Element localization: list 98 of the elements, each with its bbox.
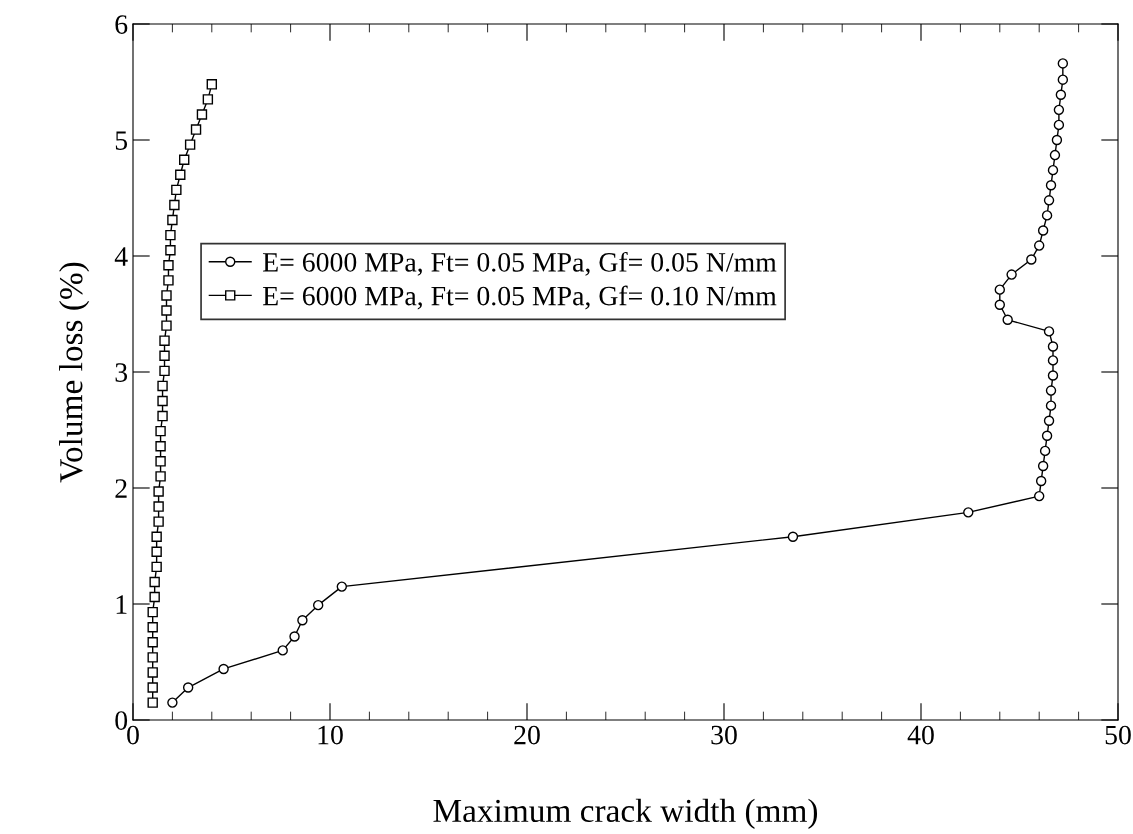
point — [1041, 210, 1053, 221]
point — [218, 663, 229, 675]
point — [196, 109, 208, 120]
y-tick-label: 1 — [116, 595, 127, 614]
point — [206, 79, 218, 90]
x-tick-label: 20 — [514, 725, 540, 745]
point — [297, 615, 308, 626]
point — [277, 645, 288, 656]
point — [787, 531, 799, 542]
point — [1035, 475, 1047, 487]
y-tick-label: 5 — [115, 131, 128, 150]
point — [289, 631, 300, 642]
y-tick-label: 6 — [115, 15, 128, 34]
point — [147, 637, 158, 648]
point — [163, 275, 174, 286]
point — [1049, 149, 1061, 161]
point — [167, 697, 178, 708]
point — [157, 380, 168, 392]
point — [1045, 385, 1057, 396]
point — [1039, 445, 1051, 457]
point — [147, 652, 158, 663]
point — [157, 395, 168, 407]
point — [147, 697, 158, 708]
y-tick-label: 3 — [115, 363, 128, 382]
point — [147, 621, 158, 633]
point — [155, 425, 166, 437]
point — [1045, 180, 1057, 191]
point — [1033, 240, 1045, 251]
point — [1047, 164, 1059, 176]
point — [1006, 269, 1017, 280]
point — [151, 561, 162, 573]
point — [1037, 460, 1049, 472]
point — [153, 501, 164, 512]
point — [1055, 89, 1067, 100]
x-tick-label: 30 — [711, 725, 737, 745]
point — [994, 299, 1006, 310]
point — [1045, 400, 1057, 411]
legend-label: E= 6000 MPa, Ft= 0.05 MPa, Gf= 0.05 N/mm — [262, 251, 777, 276]
point — [155, 441, 166, 452]
point — [1051, 134, 1063, 146]
point — [1053, 104, 1065, 116]
point — [167, 214, 178, 226]
point — [153, 516, 164, 527]
point — [1047, 370, 1059, 381]
point — [161, 305, 172, 316]
y-tick-label: 2 — [115, 479, 127, 498]
point — [1053, 119, 1065, 131]
point — [1043, 195, 1055, 206]
point — [994, 284, 1006, 295]
point — [1033, 490, 1045, 502]
point — [161, 290, 172, 301]
point — [1002, 314, 1013, 326]
point — [159, 365, 170, 377]
y-tick-label: 4 — [114, 247, 128, 266]
point — [163, 260, 174, 271]
y-tick-label: 0 — [115, 711, 128, 730]
point — [155, 471, 166, 482]
point — [1043, 326, 1055, 337]
y-axis-title: Volume loss (%) — [59, 262, 90, 483]
point — [159, 335, 170, 346]
point — [1057, 74, 1069, 85]
legend-label: E= 6000 MPa, Ft= 0.05 MPa, Gf= 0.10 N/mm — [262, 285, 777, 310]
point — [165, 244, 176, 256]
point — [147, 682, 158, 693]
point — [147, 667, 158, 678]
point — [182, 682, 194, 693]
point — [171, 184, 182, 196]
x-tick-label: 10 — [318, 725, 343, 745]
point — [169, 199, 180, 211]
point — [336, 581, 348, 592]
x-tick-label: 40 — [907, 725, 934, 745]
point — [175, 169, 186, 181]
point — [190, 124, 202, 135]
point — [149, 591, 160, 603]
point — [1026, 254, 1037, 265]
point — [1041, 430, 1053, 442]
x-tick-label: 50 — [1105, 725, 1131, 745]
point — [157, 410, 168, 422]
point — [161, 320, 172, 331]
point — [1047, 355, 1059, 366]
point — [147, 606, 158, 618]
point — [1047, 341, 1059, 352]
x-axis-title: Maximum crack width (mm) — [433, 798, 818, 829]
point — [312, 599, 324, 611]
point — [1037, 225, 1049, 236]
point — [153, 486, 164, 497]
point — [963, 507, 974, 518]
point — [202, 94, 214, 105]
point — [179, 154, 190, 165]
point — [165, 229, 176, 241]
point — [151, 546, 162, 558]
point — [184, 139, 196, 150]
point — [159, 350, 170, 361]
point — [1057, 58, 1069, 69]
point — [1043, 415, 1055, 426]
point — [149, 576, 160, 588]
point — [155, 456, 166, 467]
point — [151, 531, 162, 542]
